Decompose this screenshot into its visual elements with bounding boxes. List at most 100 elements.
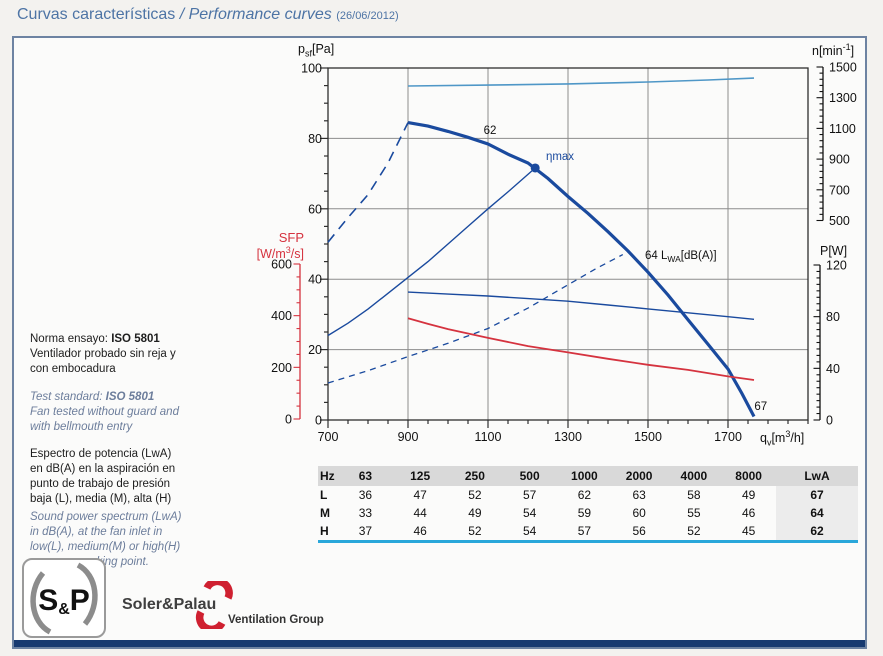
- n-axis-label: n[min-1]: [812, 42, 855, 59]
- spectrum-value: 62: [577, 488, 592, 502]
- sp-logo: S&P: [22, 558, 106, 638]
- lwa-total: 64: [776, 504, 858, 522]
- company-name: Soler&Palau: [122, 596, 217, 613]
- n-tick-label: 1300: [829, 91, 857, 105]
- note-spectrum-es: Espectro de potencia (LwA) en dB(A) en l…: [30, 448, 176, 505]
- SFP-tick-label: 600: [271, 258, 292, 272]
- row-label: H: [320, 524, 329, 538]
- sound-spectrum-table: Hz 63 125 250 500 1000 2000 4000 8000 LwA L 36 47 52…: [318, 466, 858, 543]
- spectrum-value: 60: [632, 506, 646, 520]
- note-test-standard-es: Norma ensayo: ISO 5801 Ventilador probad…: [30, 333, 176, 375]
- spectrum-value: 46: [741, 506, 756, 520]
- lwa-total: 67: [776, 486, 858, 504]
- lwa-total: 62: [776, 522, 858, 540]
- spectrum-value: 44: [413, 506, 427, 520]
- spectrum-row-M: M 33 44 49 54 59 60 55 46 64: [318, 504, 858, 522]
- chart-canvas: 700 900 1100 1300 1500 1700 0 20 40 60 80 100 500 700…: [271, 61, 857, 445]
- spectrum-value: 52: [687, 524, 701, 538]
- spectrum-value: 37: [358, 524, 373, 538]
- P-tick-label: 0: [826, 414, 833, 428]
- note-test-standard-en: Test standard: ISO 5801 Fan tested witho…: [30, 391, 179, 433]
- title-separator: /: [175, 6, 189, 23]
- spectrum-value: 56: [632, 524, 646, 538]
- title-en: Performance curves: [188, 6, 332, 23]
- psf-tick-label: 0: [315, 414, 322, 428]
- P-tick-label: 40: [826, 362, 840, 376]
- x-tick-label: 1500: [634, 430, 662, 444]
- title-date: (26/06/2012): [336, 10, 399, 22]
- datasheet-panel: 700 900 1100 1300 1500 1700 0 20 40 60 80 100 500 700…: [12, 36, 867, 649]
- spectrum-col-header: Hz: [318, 466, 338, 486]
- spectrum-value: 52: [468, 524, 482, 538]
- spectrum-col-header: 250: [447, 466, 503, 486]
- curve-power-input: [407, 291, 755, 320]
- x-tick-label: 700: [318, 430, 339, 444]
- group-name: Ventilation Group: [228, 614, 324, 626]
- spectrum-value: 58: [687, 488, 701, 502]
- spectrum-value: 49: [468, 506, 482, 520]
- svg-text:S&P: S&P: [38, 584, 90, 618]
- ventilation-group-icon: [195, 581, 233, 629]
- row-label: M: [320, 506, 330, 520]
- P-tick-label: 120: [826, 259, 847, 273]
- spectrum-value: 49: [741, 488, 756, 502]
- n-tick-label: 900: [829, 153, 850, 167]
- curve-sfp: [407, 317, 755, 381]
- psf-tick-label: 80: [308, 132, 322, 146]
- annotation-eta-max-label: ηmax: [545, 151, 575, 164]
- title-es: Curvas características: [17, 6, 176, 23]
- annotation-lwa-low-67: 67: [754, 400, 768, 413]
- spectrum-value: 55: [687, 506, 701, 520]
- curve-static-pressure-unstable: [327, 122, 409, 243]
- SFP-tick-label: 0: [285, 413, 292, 427]
- spectrum-value: 36: [358, 488, 373, 502]
- page-title: Curvas características / Performance cur…: [17, 6, 399, 24]
- spectrum-col-header: 4000: [666, 466, 722, 486]
- eta-max-point: [530, 163, 540, 173]
- spectrum-value: 59: [577, 506, 592, 520]
- n-tick-label: 1100: [829, 122, 856, 136]
- spectrum-value: 54: [522, 506, 537, 520]
- spectrum-col-header: 2000: [611, 466, 667, 486]
- curve-speed: [407, 77, 755, 87]
- spectrum-col-header: 63: [338, 466, 393, 486]
- SFP-tick-label: 400: [271, 309, 292, 323]
- n-tick-label: 500: [829, 214, 850, 228]
- spectrum-value: 52: [468, 488, 482, 502]
- spectrum-col-header: LwA: [776, 466, 858, 486]
- sfp-axis-label: SFP [W/m3/s]: [256, 230, 304, 262]
- annotation-lwa-medium-64: 64 LWA[dB(A)]: [645, 249, 717, 265]
- n-tick-label: 1500: [829, 61, 857, 75]
- x-tick-label: 1700: [714, 430, 742, 444]
- curve-efficiency: [327, 167, 536, 337]
- spectrum-value: 46: [413, 524, 427, 538]
- annotation-lwa-high-62: 62: [483, 125, 497, 137]
- spectrum-value: 57: [522, 488, 537, 502]
- x-tick-label: 1300: [554, 430, 582, 444]
- sp-logo-glyph: S&P: [30, 562, 98, 635]
- spectrum-table-head-row: Hz 63 125 250 500 1000 2000 4000 8000 LwA: [318, 466, 858, 486]
- psf-axis-label: psf[Pa]: [298, 42, 335, 59]
- row-label: L: [320, 488, 328, 502]
- spectrum-col-header: 1000: [557, 466, 612, 486]
- spectrum-value: 45: [741, 524, 756, 538]
- spectrum-value: 47: [413, 488, 427, 502]
- spectrum-col-header: 8000: [721, 466, 776, 486]
- spectrum-row-H: H 37 46 52 54 57 56 52 45 62: [318, 522, 858, 540]
- spectrum-col-header: 125: [392, 466, 448, 486]
- curve-static-pressure: [407, 121, 756, 418]
- spectrum-value: 54: [522, 524, 537, 538]
- spectrum-value: 57: [577, 524, 592, 538]
- x-tick-label: 900: [398, 430, 419, 444]
- n-tick-label: 700: [829, 183, 850, 197]
- psf-tick-label: 60: [308, 202, 322, 216]
- P-tick-label: 80: [826, 310, 840, 324]
- psf-tick-label: 100: [301, 62, 322, 76]
- spectrum-col-header: 500: [502, 466, 557, 486]
- spectrum-value: 63: [632, 488, 646, 502]
- spectrum-row-L: L 36 47 52 57 62 63 58 49 67: [318, 486, 858, 504]
- psf-tick-label: 40: [308, 273, 322, 287]
- spectrum-value: 33: [358, 506, 373, 520]
- power-axis-label: P[W]: [820, 244, 848, 258]
